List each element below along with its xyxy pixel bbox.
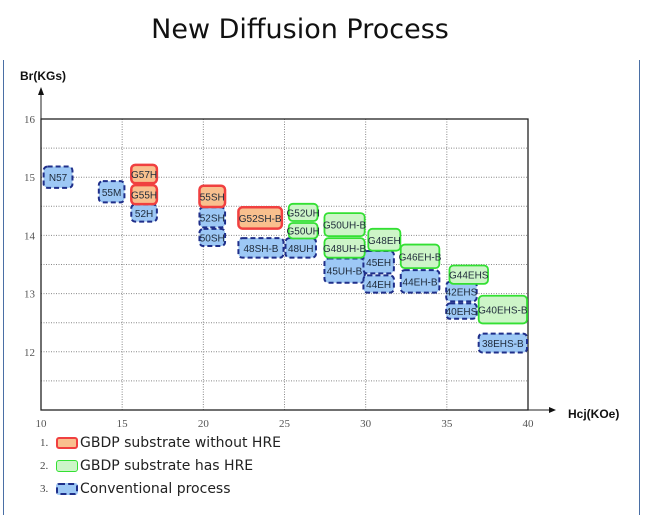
grade-label: N57 xyxy=(49,173,68,184)
grade-box-55sh xyxy=(198,184,227,209)
legend-number: 1. xyxy=(40,437,49,449)
grade-box-g57h xyxy=(130,163,159,185)
grade-box-g48eh xyxy=(367,227,402,252)
grade-label: G40EHS-B xyxy=(478,306,528,317)
grade-box-g52uh xyxy=(287,202,319,222)
legend-number: 2. xyxy=(40,460,49,472)
grade-box-55m xyxy=(97,180,126,204)
x-axis-arrow xyxy=(549,407,556,413)
y-tick-label: 15 xyxy=(24,172,36,184)
grade-box-g44ehs xyxy=(448,264,489,285)
grade-label: 38EHS-B xyxy=(482,339,524,350)
x-tick-label: 15 xyxy=(117,418,129,430)
grade-label: 42EHS xyxy=(446,288,478,299)
y-axis-label: Br(KGs) xyxy=(20,69,66,83)
grade-label: G55H xyxy=(131,191,157,202)
y-tick-label: 13 xyxy=(24,289,36,301)
grade-label: 44EH-B xyxy=(403,277,438,288)
grade-box-44eh xyxy=(362,274,395,294)
y-tick-label: 14 xyxy=(24,230,36,242)
legend-swatch-blue xyxy=(56,483,78,495)
y-tick-label: 12 xyxy=(24,347,35,359)
legend-swatch-red xyxy=(56,437,78,449)
grade-box-50sh xyxy=(198,227,227,248)
grade-label: G52SH-B xyxy=(239,214,282,225)
x-tick-label: 25 xyxy=(279,418,291,430)
grade-box-g46eh-b xyxy=(399,243,441,270)
grade-label: G52UH xyxy=(286,208,319,219)
grade-label: 52SH xyxy=(200,213,225,224)
plot-border xyxy=(40,118,529,411)
grade-box-g40ehs-b xyxy=(477,294,528,325)
grade-box-44eh-b xyxy=(399,269,441,294)
grade-label: G48UH-B xyxy=(323,244,367,255)
grade-box-g52sh-b xyxy=(237,206,284,230)
x-axis-label: Hcj(KOe) xyxy=(568,407,619,421)
grade-label: 45UH-B xyxy=(327,267,363,278)
grade-label: G44EHS xyxy=(449,271,489,282)
grade-label: 48UH xyxy=(288,244,314,255)
grade-label: 55M xyxy=(102,188,121,199)
grade-box-38ehs-b xyxy=(477,332,528,354)
y-tick-label: 16 xyxy=(24,114,36,126)
legend-item-red: 1. GBDP substrate without HRE xyxy=(40,435,281,451)
grade-label: 44EH xyxy=(366,280,391,291)
x-tick-label: 40 xyxy=(523,418,535,430)
grade-box-g48uh-b xyxy=(323,237,366,259)
grade-label: G50UH-B xyxy=(323,221,367,232)
x-tick-label: 20 xyxy=(198,418,210,430)
grade-label: G50UH xyxy=(286,227,319,238)
grade-label: G57H xyxy=(131,170,157,181)
grade-box-n57 xyxy=(42,165,74,189)
page-title: New Diffusion Process xyxy=(151,14,449,45)
x-tick-label: 10 xyxy=(36,418,48,430)
x-tick-label: 30 xyxy=(360,418,372,430)
grade-box-g55h xyxy=(130,183,159,206)
legend-label: GBDP substrate without HRE xyxy=(80,435,282,451)
x-tick-label: 35 xyxy=(441,418,453,430)
legend-label: GBDP substrate has HRE xyxy=(80,458,254,474)
legend-swatch-green xyxy=(56,460,78,472)
legend-number: 3. xyxy=(40,483,49,495)
grade-box-48sh-b xyxy=(237,237,285,259)
frame-right-border xyxy=(639,60,640,515)
grade-box-40ehs xyxy=(445,302,478,320)
grade-label: 45EH xyxy=(366,258,391,269)
grade-label: G48EH xyxy=(368,236,401,247)
grade-label: 40EHS xyxy=(446,307,478,318)
grade-label: 48SH-B xyxy=(243,244,278,255)
grade-label: 52H xyxy=(135,209,153,220)
grade-box-g50uh-b xyxy=(323,212,366,238)
grade-label: G46EH-B xyxy=(399,252,442,263)
legend-label: Conventional process xyxy=(80,481,231,497)
grade-label: 50SH xyxy=(200,233,225,244)
frame-left-border xyxy=(3,60,4,515)
y-axis-arrow xyxy=(38,87,44,95)
legend-item-blue: 3. Conventional process xyxy=(40,481,231,497)
grade-box-g50uh xyxy=(287,222,319,240)
grade-label: 55SH xyxy=(200,192,225,203)
legend-item-green: 2. GBDP substrate has HRE xyxy=(40,458,253,474)
